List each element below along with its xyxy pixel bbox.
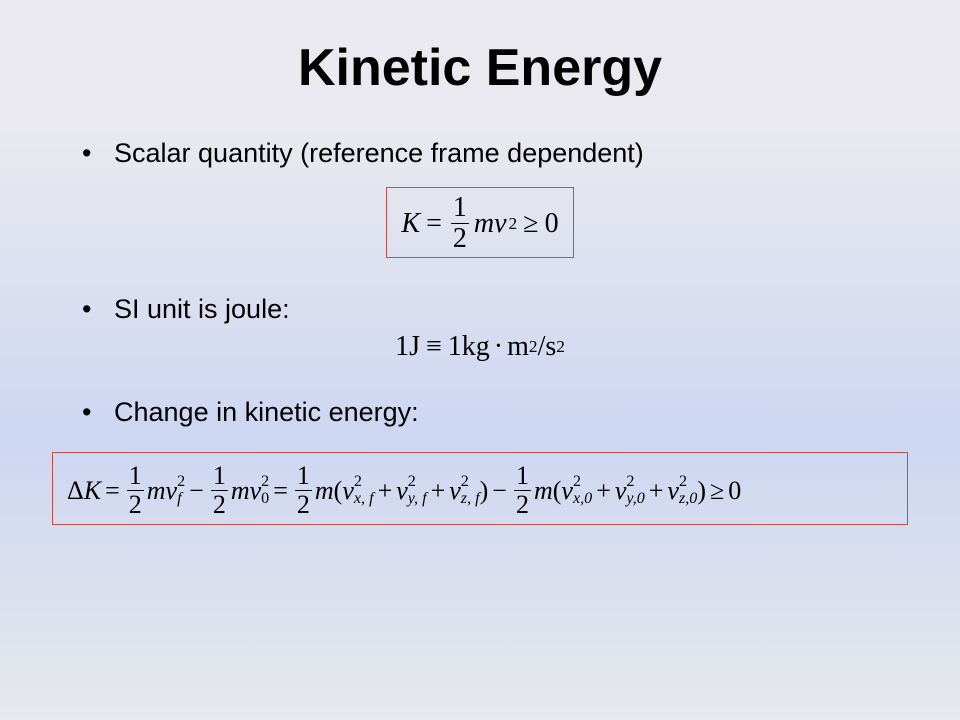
ke-geq: ≥ xyxy=(523,208,538,240)
joule-left: 1J xyxy=(395,331,420,363)
dk-m4: m xyxy=(534,476,553,506)
joule-kg: 1kg xyxy=(448,331,490,363)
ke-zero: 0 xyxy=(545,208,559,240)
dk-lp2: ( xyxy=(553,476,562,506)
dk-m2: m xyxy=(231,476,250,506)
dk-half-2: 1 2 xyxy=(211,463,228,518)
bullet-change-ke: Change in kinetic energy: xyxy=(82,397,920,428)
equation-delta-ke-box: ΔK = 1 2 mv2f − 1 2 mv20 = 1 2 m( xyxy=(52,452,908,525)
ke-lhs: K xyxy=(401,208,420,240)
dk-rp1: ) xyxy=(480,476,489,506)
equation-joule: 1J ≡ 1kg · m2/s2 xyxy=(40,331,920,363)
dk-v2: v xyxy=(250,476,262,506)
dk-geq: ≥ xyxy=(710,476,724,506)
ke-half: 1 2 xyxy=(451,194,469,253)
dk-half-4: 1 2 xyxy=(514,463,531,518)
dk-rp2: ) xyxy=(697,476,706,506)
slide: Kinetic Energy Scalar quantity (referenc… xyxy=(0,0,960,720)
equation-ke-definition-box: K = 1 2 mv2 ≥ 0 xyxy=(386,187,573,258)
dk-m1: m xyxy=(147,476,166,506)
ke-half-num: 1 xyxy=(451,194,469,223)
joule-equiv: ≡ xyxy=(426,331,442,363)
slide-title: Kinetic Energy xyxy=(40,38,920,98)
dk-minus2: − xyxy=(492,476,507,506)
dk-eq1: = xyxy=(105,476,120,506)
dk-zero: 0 xyxy=(728,476,741,506)
joule-s: /s xyxy=(538,331,557,363)
dk-m3: m xyxy=(315,476,334,506)
dk-eq2: = xyxy=(273,476,288,506)
equation-ke-definition: K = 1 2 mv2 ≥ 0 xyxy=(401,194,558,253)
ke-eq: = xyxy=(426,208,442,240)
ke-half-den: 2 xyxy=(451,223,469,253)
bullet-scalar: Scalar quantity (reference frame depende… xyxy=(82,138,920,169)
dk-v1: v xyxy=(166,476,178,506)
ke-mv: mv xyxy=(474,208,507,240)
bullet-si-unit: SI unit is joule: xyxy=(82,294,920,325)
dk-minus1: − xyxy=(189,476,204,506)
equation-delta-ke: ΔK = 1 2 mv2f − 1 2 mv20 = 1 2 m( xyxy=(67,463,741,518)
dk-lp1: ( xyxy=(334,476,343,506)
joule-dot: · xyxy=(494,331,503,363)
equation-ke-definition-wrap: K = 1 2 mv2 ≥ 0 xyxy=(40,187,920,258)
equation-delta-ke-wrap: ΔK = 1 2 mv2f − 1 2 mv20 = 1 2 m( xyxy=(52,452,908,525)
dk-half-1: 1 2 xyxy=(127,463,144,518)
dk-half-3: 1 2 xyxy=(295,463,312,518)
joule-m: m xyxy=(507,331,529,363)
